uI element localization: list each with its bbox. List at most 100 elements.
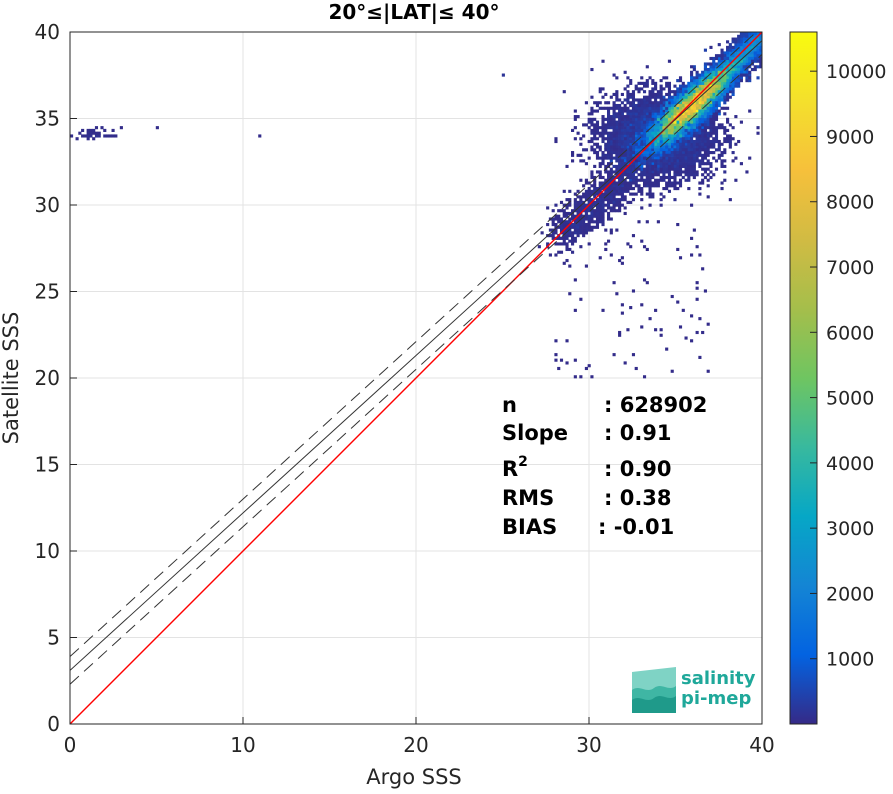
- density-cell: [703, 79, 707, 83]
- density-cell: [706, 184, 710, 188]
- density-cell: [648, 131, 652, 135]
- density-cell: [606, 115, 611, 119]
- density-cell: [706, 142, 710, 146]
- density-cell: [598, 106, 602, 110]
- density-cell: [623, 159, 627, 163]
- density-cell: [573, 200, 577, 204]
- density-cell: [701, 128, 705, 132]
- density-cell: [667, 173, 672, 177]
- density-cell: [645, 184, 649, 188]
- density-cell: [654, 103, 658, 108]
- density-cell: [695, 134, 699, 138]
- density-cell: [601, 195, 605, 199]
- density-cell: [645, 134, 649, 138]
- density-cell: [565, 203, 569, 207]
- density-cell: [615, 192, 619, 196]
- density-cell: [690, 103, 694, 108]
- density-cell: [626, 159, 630, 163]
- density-cell: [662, 173, 666, 177]
- density-cell: [645, 175, 649, 180]
- density-cell: [631, 131, 636, 135]
- density-cell: [712, 90, 716, 94]
- y-tick-label: 35: [35, 107, 60, 131]
- density-cell: [645, 120, 649, 124]
- density-cell: [587, 217, 591, 221]
- density-cell: [656, 117, 660, 121]
- density-cell: [728, 90, 732, 94]
- density-cell: [559, 358, 564, 362]
- density-cell: [637, 126, 641, 130]
- density-cell: [670, 294, 674, 299]
- density-cell: [609, 206, 613, 210]
- density-cell: [726, 73, 730, 77]
- density-cell: [665, 92, 669, 97]
- identity-line: [70, 32, 762, 724]
- density-cell: [598, 173, 602, 177]
- density-cell: [598, 217, 602, 221]
- density-cell: [631, 192, 636, 196]
- density-cell: [604, 153, 608, 157]
- density-cell: [573, 198, 577, 202]
- density-cell: [709, 145, 713, 149]
- density-cell: [662, 98, 666, 102]
- density-cell: [648, 148, 652, 152]
- density-cell: [604, 117, 608, 121]
- density-cell: [609, 231, 613, 235]
- density-cell: [703, 139, 707, 144]
- density-cell: [629, 131, 633, 135]
- density-cell: [590, 206, 594, 210]
- density-cell: [609, 195, 613, 199]
- density-cell: [606, 137, 611, 141]
- density-cell: [648, 134, 652, 138]
- density-cell: [501, 73, 505, 77]
- density-cell: [706, 131, 710, 135]
- density-cell: [690, 87, 694, 91]
- density-cell: [651, 92, 655, 97]
- density-cell: [609, 228, 613, 232]
- density-cell: [695, 156, 699, 160]
- density-cell: [618, 131, 622, 135]
- density-cell: [759, 37, 762, 41]
- density-cell: [676, 101, 680, 105]
- density-cell: [618, 106, 622, 110]
- density-cell: [615, 198, 619, 202]
- density-cell: [695, 117, 699, 121]
- density-cell: [573, 228, 577, 232]
- density-cell: [587, 200, 591, 204]
- density-cell: [648, 187, 652, 191]
- density-cell: [723, 101, 727, 105]
- density-cell: [731, 45, 735, 49]
- density-cell: [559, 242, 564, 246]
- density-cell: [623, 117, 627, 121]
- density-cell: [706, 178, 710, 182]
- density-cell: [595, 170, 600, 174]
- density-cell: [590, 117, 594, 121]
- density-cell: [673, 115, 677, 119]
- density-cell: [629, 145, 633, 149]
- density-cell: [681, 120, 685, 124]
- density-cell: [662, 103, 666, 108]
- density-cell: [670, 131, 674, 135]
- density-cell: [568, 292, 572, 296]
- density-cell: [656, 184, 660, 188]
- density-cell: [706, 73, 710, 77]
- density-cell: [692, 117, 696, 121]
- density-cell: [687, 92, 691, 97]
- density-cell: [701, 148, 705, 152]
- density-cell: [631, 126, 636, 130]
- density-cell: [587, 112, 591, 116]
- density-cell: [717, 109, 721, 113]
- density-cell: [637, 131, 641, 135]
- density-cell: [571, 231, 575, 235]
- density-cell: [673, 98, 677, 102]
- density-cell: [609, 134, 613, 138]
- density-cell: [662, 101, 666, 105]
- density-cell: [626, 162, 630, 166]
- density-cell: [637, 112, 641, 116]
- density-cell: [645, 170, 649, 174]
- density-cell: [97, 131, 101, 135]
- density-cell: [623, 103, 627, 108]
- density-cell: [645, 101, 649, 105]
- density-cell: [678, 109, 683, 113]
- density-cell: [648, 156, 652, 160]
